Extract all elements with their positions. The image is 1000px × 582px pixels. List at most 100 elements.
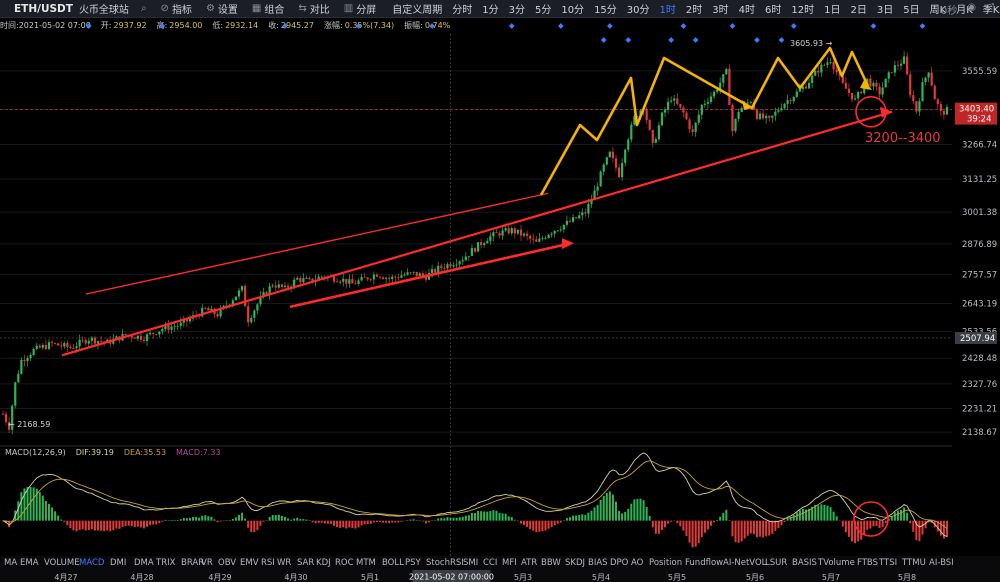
- interval-tab-19[interactable]: 季K: [982, 5, 1000, 16]
- interval-tab-18[interactable]: 月K: [956, 5, 973, 16]
- candle-body: [455, 264, 458, 266]
- interval-tab-11[interactable]: 6时: [765, 5, 782, 16]
- interval-tab-5[interactable]: 15分: [594, 5, 617, 16]
- indicator-tab-cci[interactable]: CCI: [483, 558, 498, 568]
- indicator-tab-emv[interactable]: EMV: [240, 558, 259, 568]
- macd-histogram-bar: [250, 520, 253, 533]
- crosshair-price-label: 2507.94: [960, 334, 995, 344]
- indicator-tab-skdj[interactable]: SKDJ: [565, 558, 586, 568]
- macd-histogram-bar: [20, 492, 23, 521]
- interval-tab-7[interactable]: 1时: [659, 5, 676, 16]
- interval-tab-14[interactable]: 2日: [850, 5, 867, 16]
- macd-histogram-bar: [406, 520, 409, 521]
- settings-button[interactable]: ⚙ 设置: [205, 3, 238, 16]
- macd-histogram-bar: [241, 512, 244, 521]
- search-icon[interactable]: ⌕: [140, 3, 147, 14]
- indicator-tab-mfi[interactable]: MFI: [502, 558, 517, 568]
- macd-histogram-bar: [483, 511, 486, 521]
- indicator-tab-lsur[interactable]: LSUR: [765, 558, 788, 568]
- indicator-tab-kdj[interactable]: KDJ: [316, 558, 331, 568]
- candle-body: [440, 265, 443, 268]
- indicator-tab-ma[interactable]: MA: [4, 558, 18, 568]
- compare-button[interactable]: ⇆ 对比: [298, 3, 330, 16]
- indicator-tab-roc[interactable]: ROC: [335, 558, 354, 568]
- candle-body: [930, 72, 933, 86]
- macd-histogram-bar: [762, 520, 765, 538]
- indicator-tab-ai-bsi[interactable]: AI-BSI: [929, 558, 954, 568]
- indicator-tab-ema[interactable]: EMA: [20, 558, 39, 568]
- interval-tab-1[interactable]: 1分: [482, 5, 499, 16]
- indicator-tabs: MA EMA VOLUME MACD DMI DMA TRIX BRAR VR OBV EMV RSI…: [0, 556, 1000, 570]
- candle-body: [679, 104, 682, 108]
- indicator-tab-atr[interactable]: ATR: [521, 558, 538, 568]
- interval-tab-10[interactable]: 4时: [738, 5, 756, 16]
- indicator-tab-obv[interactable]: OBV: [218, 558, 237, 568]
- indicator-tab-wr[interactable]: WR: [277, 558, 292, 568]
- interval-tab-6[interactable]: 30分: [626, 5, 650, 16]
- camera-icon[interactable]: ◉: [967, 2, 976, 13]
- candle-body: [896, 65, 900, 67]
- indicator-tab-dmi[interactable]: DMI: [110, 558, 127, 568]
- custom-period-button[interactable]: 自定义周期: [392, 5, 443, 16]
- indicator-tab-bbw[interactable]: BBW: [541, 558, 561, 568]
- indicator-tab-ao[interactable]: AO: [631, 558, 644, 568]
- indicator-button[interactable]: ⊘ 指标: [160, 3, 192, 16]
- indicator-tab-volume[interactable]: VOLUME: [44, 558, 80, 568]
- indicator-tab-tvolume[interactable]: TVolume: [818, 558, 855, 568]
- interval-tab-12[interactable]: 12时: [791, 5, 815, 16]
- indicator-tab-ttsi[interactable]: TTSI: [879, 558, 898, 568]
- macd-histogram-bar: [60, 519, 63, 521]
- interval-tab-2[interactable]: 3分: [508, 5, 525, 16]
- interval-tab-0[interactable]: 分时: [452, 5, 473, 16]
- indicator-tab-bias[interactable]: BIAS: [588, 558, 608, 568]
- expand-icon[interactable]: ⤢: [986, 2, 994, 13]
- indicator-tab-mtm[interactable]: MTM: [356, 558, 376, 568]
- macd-histogram-bar: [345, 520, 348, 529]
- macd-histogram-bar: [369, 520, 372, 524]
- info-high: 2954.00: [169, 21, 203, 30]
- indicator-tab-vr[interactable]: VR: [201, 558, 213, 568]
- price-tick-label: 3131.25: [962, 175, 997, 185]
- macd-histogram-bar: [719, 516, 722, 521]
- indicator-tab-brar[interactable]: BRAR: [181, 558, 205, 568]
- indicator-tab-fundflow[interactable]: Fundflow: [685, 558, 724, 568]
- indicator-tab-sar[interactable]: SAR: [297, 558, 315, 568]
- macd-name[interactable]: MACD(12,26,9): [5, 448, 66, 457]
- macd-histogram-bar: [556, 520, 559, 524]
- candle-body: [590, 199, 593, 204]
- indicator-tab-stochrsi[interactable]: StochRSI: [426, 558, 464, 568]
- candle-body: [899, 63, 903, 66]
- indicator-tab-trix[interactable]: TRIX: [156, 558, 176, 568]
- indicator-tab-smi[interactable]: SMI: [463, 558, 479, 568]
- indicator-tab-ai-netvol[interactable]: AI-NetVOL: [723, 558, 767, 568]
- indicator-tab-macd[interactable]: MACD: [79, 558, 105, 568]
- interval-tab-15[interactable]: 3日: [876, 5, 894, 16]
- candle-body: [4, 414, 8, 423]
- interval-tab-13[interactable]: 1日: [824, 5, 841, 16]
- interval-tab-9[interactable]: 3时: [712, 5, 729, 16]
- macd-histogram-bar: [700, 520, 703, 538]
- symbol-title[interactable]: ETH/USDT: [14, 2, 73, 15]
- combo-button[interactable]: ▦ 组合: [251, 3, 285, 16]
- macd-histogram-bar: [912, 520, 915, 532]
- macd-info-bar: MACD(12,26,9) DIF:39.19 DEA:35.53 MACD:7…: [5, 448, 221, 460]
- candle-body: [807, 82, 811, 89]
- interval-tab-4[interactable]: 10分: [561, 5, 585, 16]
- interval-tab-16[interactable]: 5日: [903, 5, 920, 16]
- signal-diamond: [607, 23, 613, 29]
- indicator-tab-dpo[interactable]: DPO: [610, 558, 629, 568]
- split-screen-button[interactable]: ▥ 分屏: [343, 3, 377, 16]
- indicator-tab-rsi[interactable]: RSI: [261, 558, 275, 568]
- interval-tab-3[interactable]: 5分: [534, 5, 552, 16]
- interval-tab-8[interactable]: 2时: [685, 5, 703, 16]
- indicator-tab-dma[interactable]: DMA: [134, 558, 154, 568]
- interval-tab-17[interactable]: 周K: [929, 5, 947, 16]
- indicator-tab-boll[interactable]: BOLL: [382, 558, 404, 568]
- indicator-tab-basis[interactable]: BASIS: [792, 558, 817, 568]
- macd-histogram-bar: [461, 516, 464, 521]
- indicator-tab-ftbs[interactable]: FTBS: [857, 558, 879, 568]
- indicator-tab-ttmu[interactable]: TTMU: [902, 558, 926, 568]
- indicator-tab-position[interactable]: Position: [649, 558, 683, 568]
- indicator-tab-psy[interactable]: PSY: [405, 558, 421, 568]
